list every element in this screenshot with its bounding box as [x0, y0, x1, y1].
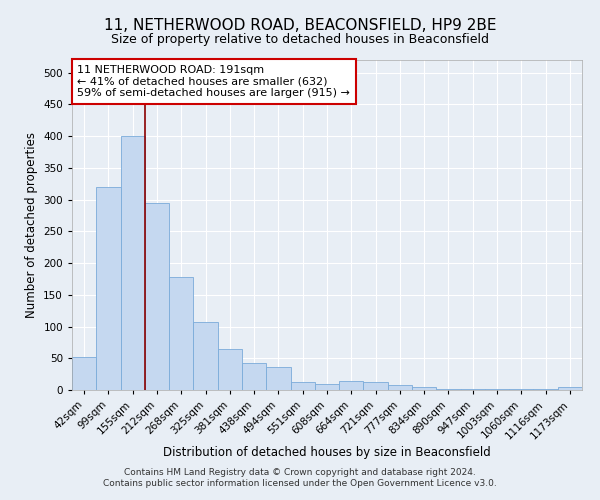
Bar [96, 187, 121, 390]
Bar [242, 364, 266, 390]
Bar [558, 387, 582, 390]
Bar [121, 136, 145, 390]
Bar [436, 388, 461, 390]
Text: 11, NETHERWOOD ROAD, BEACONSFIELD, HP9 2BE: 11, NETHERWOOD ROAD, BEACONSFIELD, HP9 2… [104, 18, 496, 32]
Bar [315, 384, 339, 390]
Bar [193, 322, 218, 390]
Bar [266, 366, 290, 390]
Bar [364, 382, 388, 390]
Y-axis label: Number of detached properties: Number of detached properties [25, 132, 38, 318]
Bar [412, 387, 436, 390]
X-axis label: Distribution of detached houses by size in Beaconsfield: Distribution of detached houses by size … [163, 446, 491, 459]
Text: 11 NETHERWOOD ROAD: 191sqm
← 41% of detached houses are smaller (632)
59% of sem: 11 NETHERWOOD ROAD: 191sqm ← 41% of deta… [77, 65, 350, 98]
Bar [169, 277, 193, 390]
Bar [218, 350, 242, 390]
Text: Size of property relative to detached houses in Beaconsfield: Size of property relative to detached ho… [111, 32, 489, 46]
Bar [72, 357, 96, 390]
Text: Contains HM Land Registry data © Crown copyright and database right 2024.
Contai: Contains HM Land Registry data © Crown c… [103, 468, 497, 487]
Bar [339, 381, 364, 390]
Bar [388, 385, 412, 390]
Bar [145, 203, 169, 390]
Bar [290, 382, 315, 390]
